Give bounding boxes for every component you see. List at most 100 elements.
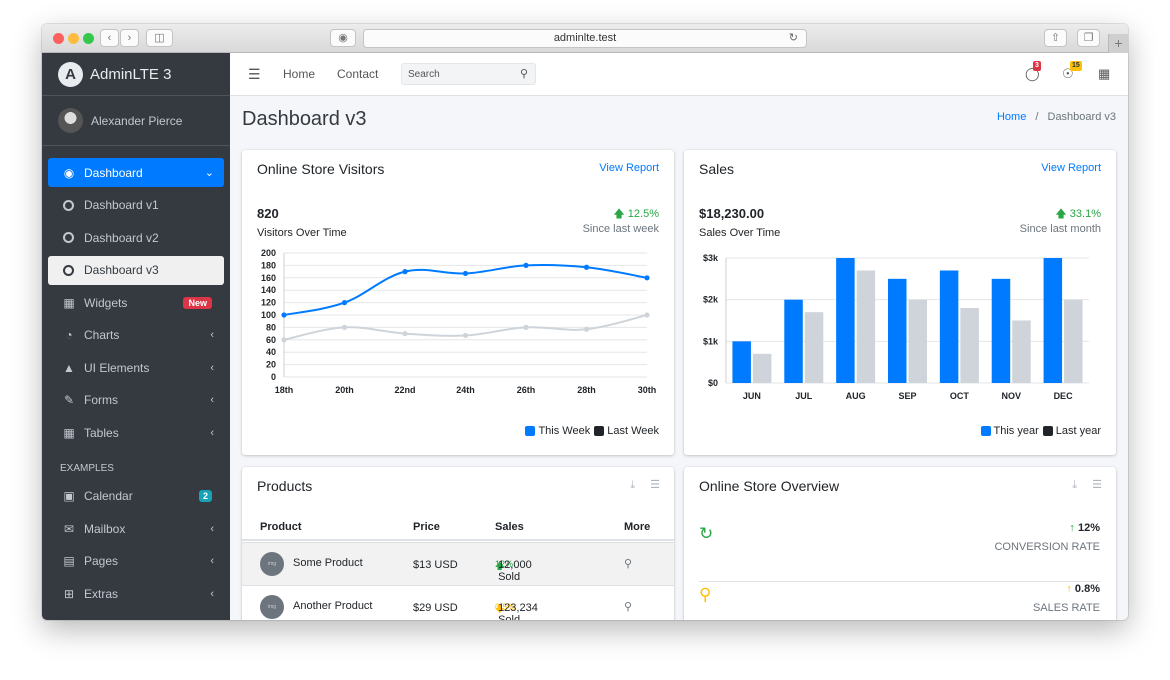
- reload-icon[interactable]: ↻: [788, 32, 798, 44]
- close-window-button[interactable]: [53, 33, 64, 44]
- nav-link-contact[interactable]: Contact: [337, 67, 379, 81]
- x-tick-label: OCT: [950, 391, 970, 401]
- tabs-icon[interactable]: ❐: [1077, 29, 1100, 47]
- x-tick-label: JUN: [743, 391, 761, 401]
- column-header: Sales: [495, 521, 524, 533]
- zoom-window-button[interactable]: [83, 33, 94, 44]
- visitors-legend: This Week Last Week: [521, 425, 659, 437]
- new-tab-button[interactable]: +: [1108, 34, 1128, 53]
- search-icon[interactable]: ⚲: [624, 601, 633, 613]
- grid-icon: ▦: [63, 295, 75, 310]
- view-report-link[interactable]: View Report: [599, 162, 659, 174]
- table-row[interactable]: img Another Product $29 USD 🡇 0.5% 123,2…: [242, 585, 674, 620]
- visitors-count: 820: [257, 206, 279, 221]
- sales-change: 12%: [495, 559, 514, 569]
- sidebar-item-forms[interactable]: ✎ Forms ‹: [48, 386, 224, 415]
- y-tick-label: $0: [708, 378, 718, 388]
- sidebar-item-label: Calendar: [84, 489, 133, 503]
- sidebar-item-tables[interactable]: ▦ Tables ‹: [48, 418, 224, 447]
- legend-item[interactable]: Last Week: [594, 425, 659, 437]
- notifications-badge: 15: [1070, 61, 1082, 71]
- sidebar-item-pages[interactable]: ▤ Pages ‹: [48, 547, 224, 576]
- back-button[interactable]: ‹: [100, 29, 119, 47]
- sidebar-item-charts[interactable]: ◔ Charts ‹: [48, 321, 224, 350]
- visitors-change: 🡅 12.5%: [613, 205, 659, 224]
- search-input[interactable]: [402, 64, 512, 85]
- user-panel[interactable]: Alexander Pierce: [42, 96, 230, 146]
- bars-icon[interactable]: ☰: [1092, 479, 1102, 491]
- brand-link[interactable]: A AdminLTE 3: [42, 53, 230, 96]
- bar: [888, 278, 907, 383]
- bars-icon[interactable]: ☰: [650, 479, 660, 491]
- navbar-search: ⚲: [401, 63, 536, 85]
- forward-button[interactable]: ›: [120, 29, 139, 47]
- chevron-left-icon: ‹: [210, 361, 214, 374]
- sidebar-item-dashboard[interactable]: ◉ Dashboard ⌄: [48, 158, 224, 187]
- data-point: [341, 300, 348, 306]
- change-value: 33.1%: [1069, 208, 1101, 220]
- table-row[interactable]: img Some Product $13 USD 🡅 12% 12,000 So…: [242, 542, 674, 585]
- chevron-down-icon: ⌄: [204, 167, 214, 179]
- search-icon[interactable]: ⚲: [624, 558, 633, 570]
- x-tick-label: 18th: [275, 385, 294, 395]
- sidebar-toggle-icon[interactable]: ◫: [146, 29, 173, 47]
- plus-square-icon: ⊞: [63, 586, 75, 601]
- sidebar-item-dashboard-v1[interactable]: Dashboard v1: [48, 191, 224, 220]
- breadcrumb-home[interactable]: Home: [996, 111, 1027, 123]
- sidebar-item-extras[interactable]: ⊞ Extras ‹: [48, 579, 224, 608]
- messages-icon[interactable]: ◯ 3: [1025, 61, 1041, 81]
- change-value: 12.5%: [627, 208, 659, 220]
- download-icon[interactable]: ⤓: [1072, 479, 1078, 491]
- data-point: [523, 324, 529, 330]
- address-bar[interactable]: adminlte.test ↻: [363, 29, 807, 48]
- view-report-link[interactable]: View Report: [1041, 162, 1101, 174]
- share-icon[interactable]: ⇧: [1044, 29, 1067, 47]
- sidebar-item-widgets[interactable]: ▦ Widgets New: [48, 288, 224, 317]
- url-text: adminlte.test: [553, 32, 617, 44]
- legend-item[interactable]: This Week: [525, 425, 590, 437]
- nav-link-home[interactable]: Home: [283, 67, 316, 81]
- arrow-up-icon: 🡅: [613, 208, 625, 220]
- data-point: [644, 275, 650, 281]
- menu-toggle-icon[interactable]: ☰: [248, 66, 261, 82]
- bar: [960, 308, 979, 383]
- data-point: [644, 312, 650, 318]
- sidebar-item-label: Dashboard v1: [84, 198, 159, 212]
- legend-swatch: [594, 426, 605, 436]
- visitors-card: Online Store Visitors View Report 820 Vi…: [242, 150, 674, 455]
- y-tick-label: 160: [261, 273, 276, 283]
- user-name: Alexander Pierce: [91, 113, 183, 128]
- shield-icon[interactable]: ◉: [330, 29, 356, 47]
- sidebar-item-label: Pages: [84, 554, 119, 568]
- sidebar-item-label: Dashboard v2: [84, 230, 159, 245]
- data-point: [281, 312, 287, 318]
- product-image: img: [260, 552, 284, 576]
- column-header: Price: [413, 521, 440, 533]
- data-point: [281, 337, 287, 343]
- bar: [1012, 320, 1031, 383]
- bar: [991, 278, 1011, 383]
- sidebar-item-calendar[interactable]: ▣ Calendar 2: [48, 482, 224, 511]
- messages-badge: 3: [1033, 61, 1041, 71]
- y-tick-label: 0: [271, 372, 276, 382]
- card-title: Online Store Overview: [699, 478, 840, 494]
- apps-grid-icon[interactable]: ▦: [1098, 66, 1111, 81]
- sidebar-item-mailbox[interactable]: ✉ Mailbox ‹: [48, 514, 224, 543]
- sidebar-item-ui-elements[interactable]: ▲ UI Elements ‹: [48, 353, 224, 382]
- y-tick-label: 100: [261, 310, 276, 320]
- bell-icon[interactable]: ☉ 15: [1062, 61, 1082, 81]
- sidebar-item-dashboard-v2[interactable]: Dashboard v2: [48, 223, 224, 252]
- sidebar-item-dashboard-v3[interactable]: Dashboard v3: [48, 255, 224, 285]
- sales-since: Since last month: [1019, 223, 1101, 235]
- table-header: Product Price Sales More: [242, 515, 674, 541]
- product-price: $29 USD: [413, 602, 458, 614]
- card-tools: ⤓ ☰: [630, 478, 660, 492]
- legend-item[interactable]: Last year: [1042, 425, 1101, 437]
- sales-count: 123,234 Sold: [498, 602, 538, 620]
- book-icon: ▤: [63, 554, 75, 568]
- minimize-window-button[interactable]: [68, 33, 79, 44]
- legend-item[interactable]: This year: [980, 425, 1039, 437]
- download-icon[interactable]: ⤓: [630, 479, 636, 491]
- search-icon[interactable]: ⚲: [519, 68, 528, 80]
- browser-toolbar: ‹ › ◫ ◉ adminlte.test ↻ ⇧ ❐ +: [42, 24, 1128, 53]
